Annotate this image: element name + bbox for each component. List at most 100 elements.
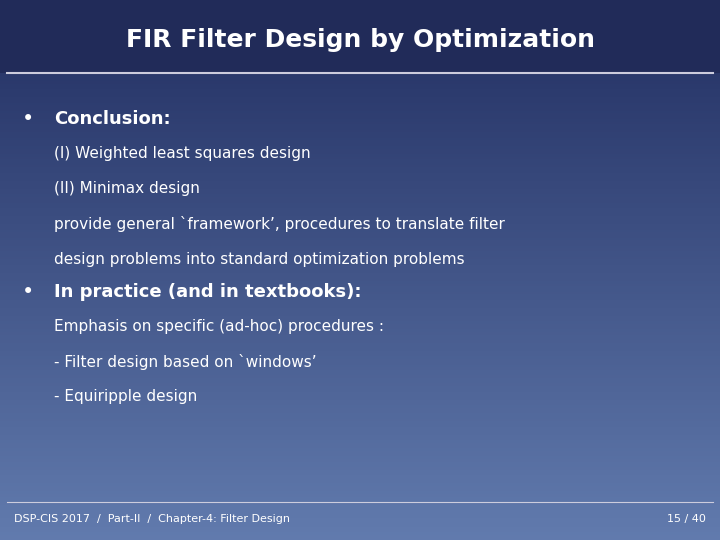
Bar — [0, 494, 720, 497]
Bar — [0, 208, 720, 211]
Bar — [0, 289, 720, 292]
Bar — [0, 148, 720, 151]
Bar — [0, 8, 720, 11]
Bar — [0, 157, 720, 159]
Bar — [0, 224, 720, 227]
Bar — [0, 65, 720, 68]
Bar — [0, 340, 720, 343]
Bar — [0, 338, 720, 340]
Bar — [0, 321, 720, 324]
Bar — [0, 335, 720, 338]
Bar — [0, 238, 720, 240]
Bar — [0, 97, 720, 100]
FancyBboxPatch shape — [0, 0, 720, 73]
Bar — [0, 475, 720, 478]
Bar — [0, 40, 720, 43]
Bar — [0, 81, 720, 84]
Bar — [0, 383, 720, 386]
Bar — [0, 413, 720, 416]
Bar — [0, 435, 720, 437]
Bar — [0, 456, 720, 459]
Bar — [0, 472, 720, 475]
Bar — [0, 308, 720, 310]
Bar — [0, 16, 720, 19]
Bar — [0, 348, 720, 351]
Bar — [0, 532, 720, 535]
Bar — [0, 146, 720, 148]
Bar — [0, 418, 720, 421]
Bar — [0, 0, 720, 3]
Bar — [0, 510, 720, 513]
Bar — [0, 94, 720, 97]
Bar — [0, 437, 720, 440]
Bar — [0, 459, 720, 462]
Bar — [0, 416, 720, 418]
Bar — [0, 24, 720, 27]
Bar — [0, 392, 720, 394]
Bar — [0, 189, 720, 192]
Bar — [0, 505, 720, 508]
Bar — [0, 119, 720, 122]
Bar — [0, 483, 720, 486]
Bar — [0, 284, 720, 286]
Bar — [0, 470, 720, 472]
Bar — [0, 270, 720, 273]
Bar — [0, 197, 720, 200]
Bar — [0, 319, 720, 321]
Bar — [0, 424, 720, 427]
Bar — [0, 124, 720, 127]
Bar — [0, 140, 720, 143]
Bar — [0, 405, 720, 408]
Bar — [0, 76, 720, 78]
Bar — [0, 68, 720, 70]
Bar — [0, 535, 720, 537]
Bar — [0, 313, 720, 316]
Text: (I) Weighted least squares design: (I) Weighted least squares design — [54, 146, 310, 161]
Bar — [0, 194, 720, 197]
Bar — [0, 151, 720, 154]
Text: FIR Filter Design by Optimization: FIR Filter Design by Optimization — [125, 29, 595, 52]
Text: - Equiripple design: - Equiripple design — [54, 389, 197, 404]
Bar — [0, 332, 720, 335]
Bar — [0, 478, 720, 481]
Bar — [0, 216, 720, 219]
Bar — [0, 462, 720, 464]
Bar — [0, 202, 720, 205]
Bar — [0, 281, 720, 284]
Bar — [0, 386, 720, 389]
Bar — [0, 275, 720, 278]
Text: DSP-CIS 2017  /  Part-II  /  Chapter-4: Filter Design: DSP-CIS 2017 / Part-II / Chapter-4: Filt… — [14, 515, 290, 524]
Bar — [0, 221, 720, 224]
Bar — [0, 373, 720, 375]
Bar — [0, 518, 720, 521]
Bar — [0, 408, 720, 410]
Bar — [0, 184, 720, 186]
Bar — [0, 324, 720, 327]
Text: Conclusion:: Conclusion: — [54, 110, 171, 128]
Bar — [0, 273, 720, 275]
Bar — [0, 248, 720, 251]
Bar — [0, 343, 720, 346]
Bar — [0, 165, 720, 167]
Bar — [0, 178, 720, 181]
Bar — [0, 316, 720, 319]
Bar — [0, 173, 720, 176]
Text: 15 / 40: 15 / 40 — [667, 515, 706, 524]
Bar — [0, 297, 720, 300]
Text: - Filter design based on `windows’: - Filter design based on `windows’ — [54, 354, 317, 370]
Bar — [0, 481, 720, 483]
Bar — [0, 443, 720, 445]
Bar — [0, 43, 720, 46]
Bar — [0, 103, 720, 105]
Bar — [0, 159, 720, 162]
Text: design problems into standard optimization problems: design problems into standard optimizati… — [54, 252, 464, 267]
Bar — [0, 27, 720, 30]
Bar — [0, 508, 720, 510]
Bar — [0, 370, 720, 373]
Bar — [0, 381, 720, 383]
Bar — [0, 227, 720, 229]
Bar — [0, 167, 720, 170]
Bar — [0, 251, 720, 254]
Bar — [0, 127, 720, 130]
Bar — [0, 346, 720, 348]
